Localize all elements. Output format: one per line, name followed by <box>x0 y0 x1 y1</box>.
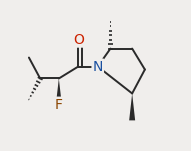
Text: O: O <box>73 33 84 47</box>
Text: N: N <box>93 59 103 74</box>
Text: F: F <box>55 98 63 112</box>
Polygon shape <box>56 79 62 105</box>
Polygon shape <box>129 93 135 120</box>
